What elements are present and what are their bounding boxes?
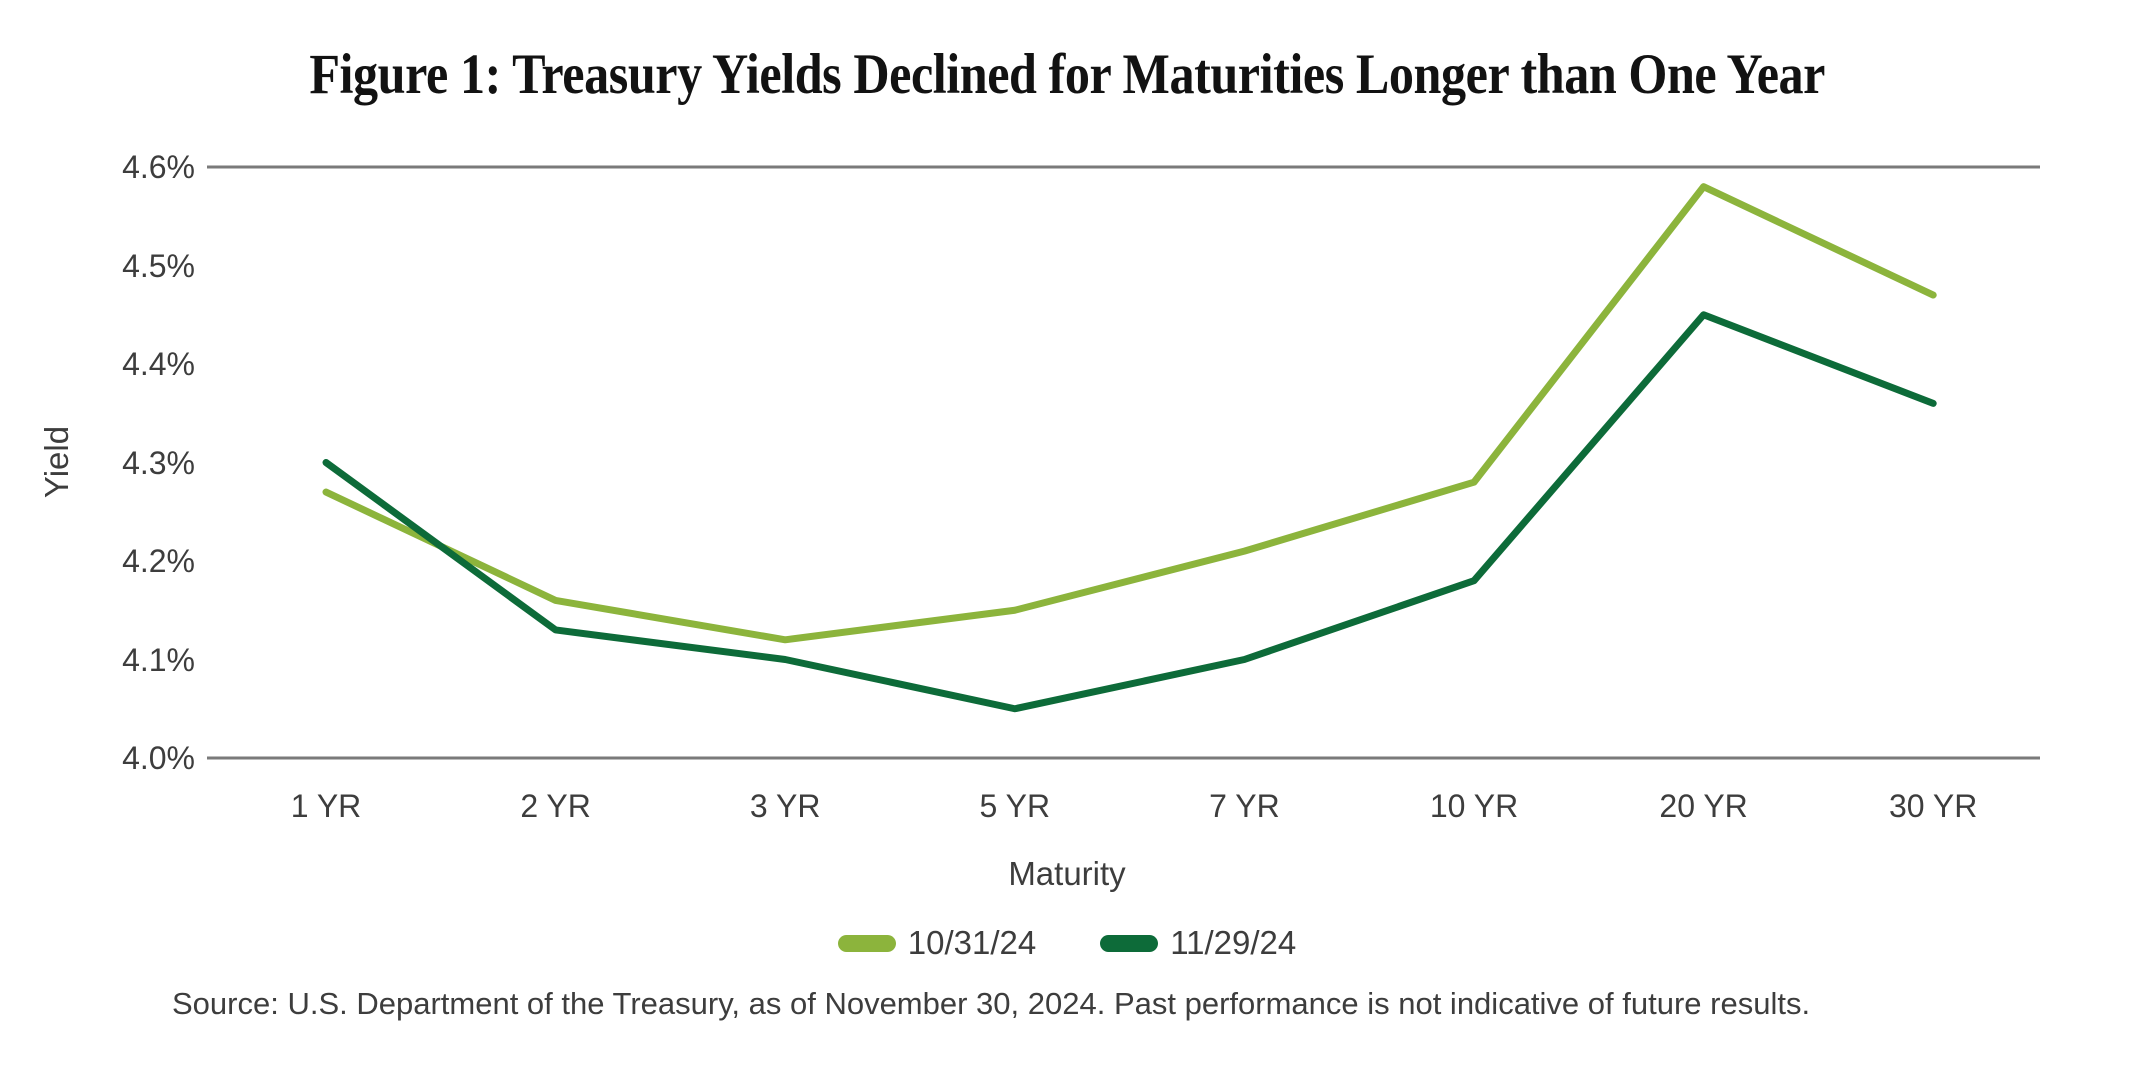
series-line-11-29-24 bbox=[322, 311, 1937, 713]
y-tick-label: 4.4% bbox=[122, 346, 195, 382]
legend-label-10-31-24: 10/31/24 bbox=[907, 924, 1037, 961]
legend-item-11-29-24: 11/29/24 bbox=[1100, 924, 1296, 962]
y-axis-title: Yield bbox=[38, 425, 75, 499]
chart-title-row: Figure 1: Treasury Yields Declined for M… bbox=[0, 44, 2134, 106]
y-tick-label: 4.6% bbox=[122, 149, 195, 185]
y-tick-label: 4.3% bbox=[122, 444, 195, 481]
y-tick-label: 4.0% bbox=[122, 740, 195, 776]
legend-swatch-10-31-24 bbox=[837, 934, 896, 952]
legend-item-10-31-24: 10/31/24 bbox=[837, 924, 1037, 962]
legend-swatch-11-29-24 bbox=[1100, 934, 1159, 952]
x-axis-title-row: Maturity bbox=[0, 855, 2134, 893]
chart-legend: 10/31/24 11/29/24 bbox=[0, 924, 2134, 962]
x-tick-label: 20 YR bbox=[1659, 788, 1748, 824]
x-tick-label: 1 YR bbox=[290, 788, 362, 824]
x-tick-label: 3 YR bbox=[749, 788, 821, 824]
x-tick-label: 5 YR bbox=[979, 788, 1051, 824]
legend-label-11-29-24: 11/29/24 bbox=[1170, 924, 1297, 961]
y-tick-label: 4.1% bbox=[122, 641, 195, 678]
y-tick-label: 4.5% bbox=[122, 247, 195, 284]
x-tick-label: 7 YR bbox=[1209, 788, 1280, 824]
x-tick-label: 30 YR bbox=[1889, 788, 1978, 824]
series-line-10-31-24 bbox=[322, 183, 1937, 644]
x-tick-label: 2 YR bbox=[520, 788, 591, 824]
chart-title: Figure 1: Treasury Yields Declined for M… bbox=[309, 43, 1825, 106]
x-tick-label: 10 YR bbox=[1429, 788, 1519, 824]
x-axis-title: Maturity bbox=[1008, 855, 1126, 892]
source-footnote: Source: U.S. Department of the Treasury,… bbox=[172, 986, 1811, 1021]
y-tick-label: 4.2% bbox=[122, 543, 195, 579]
